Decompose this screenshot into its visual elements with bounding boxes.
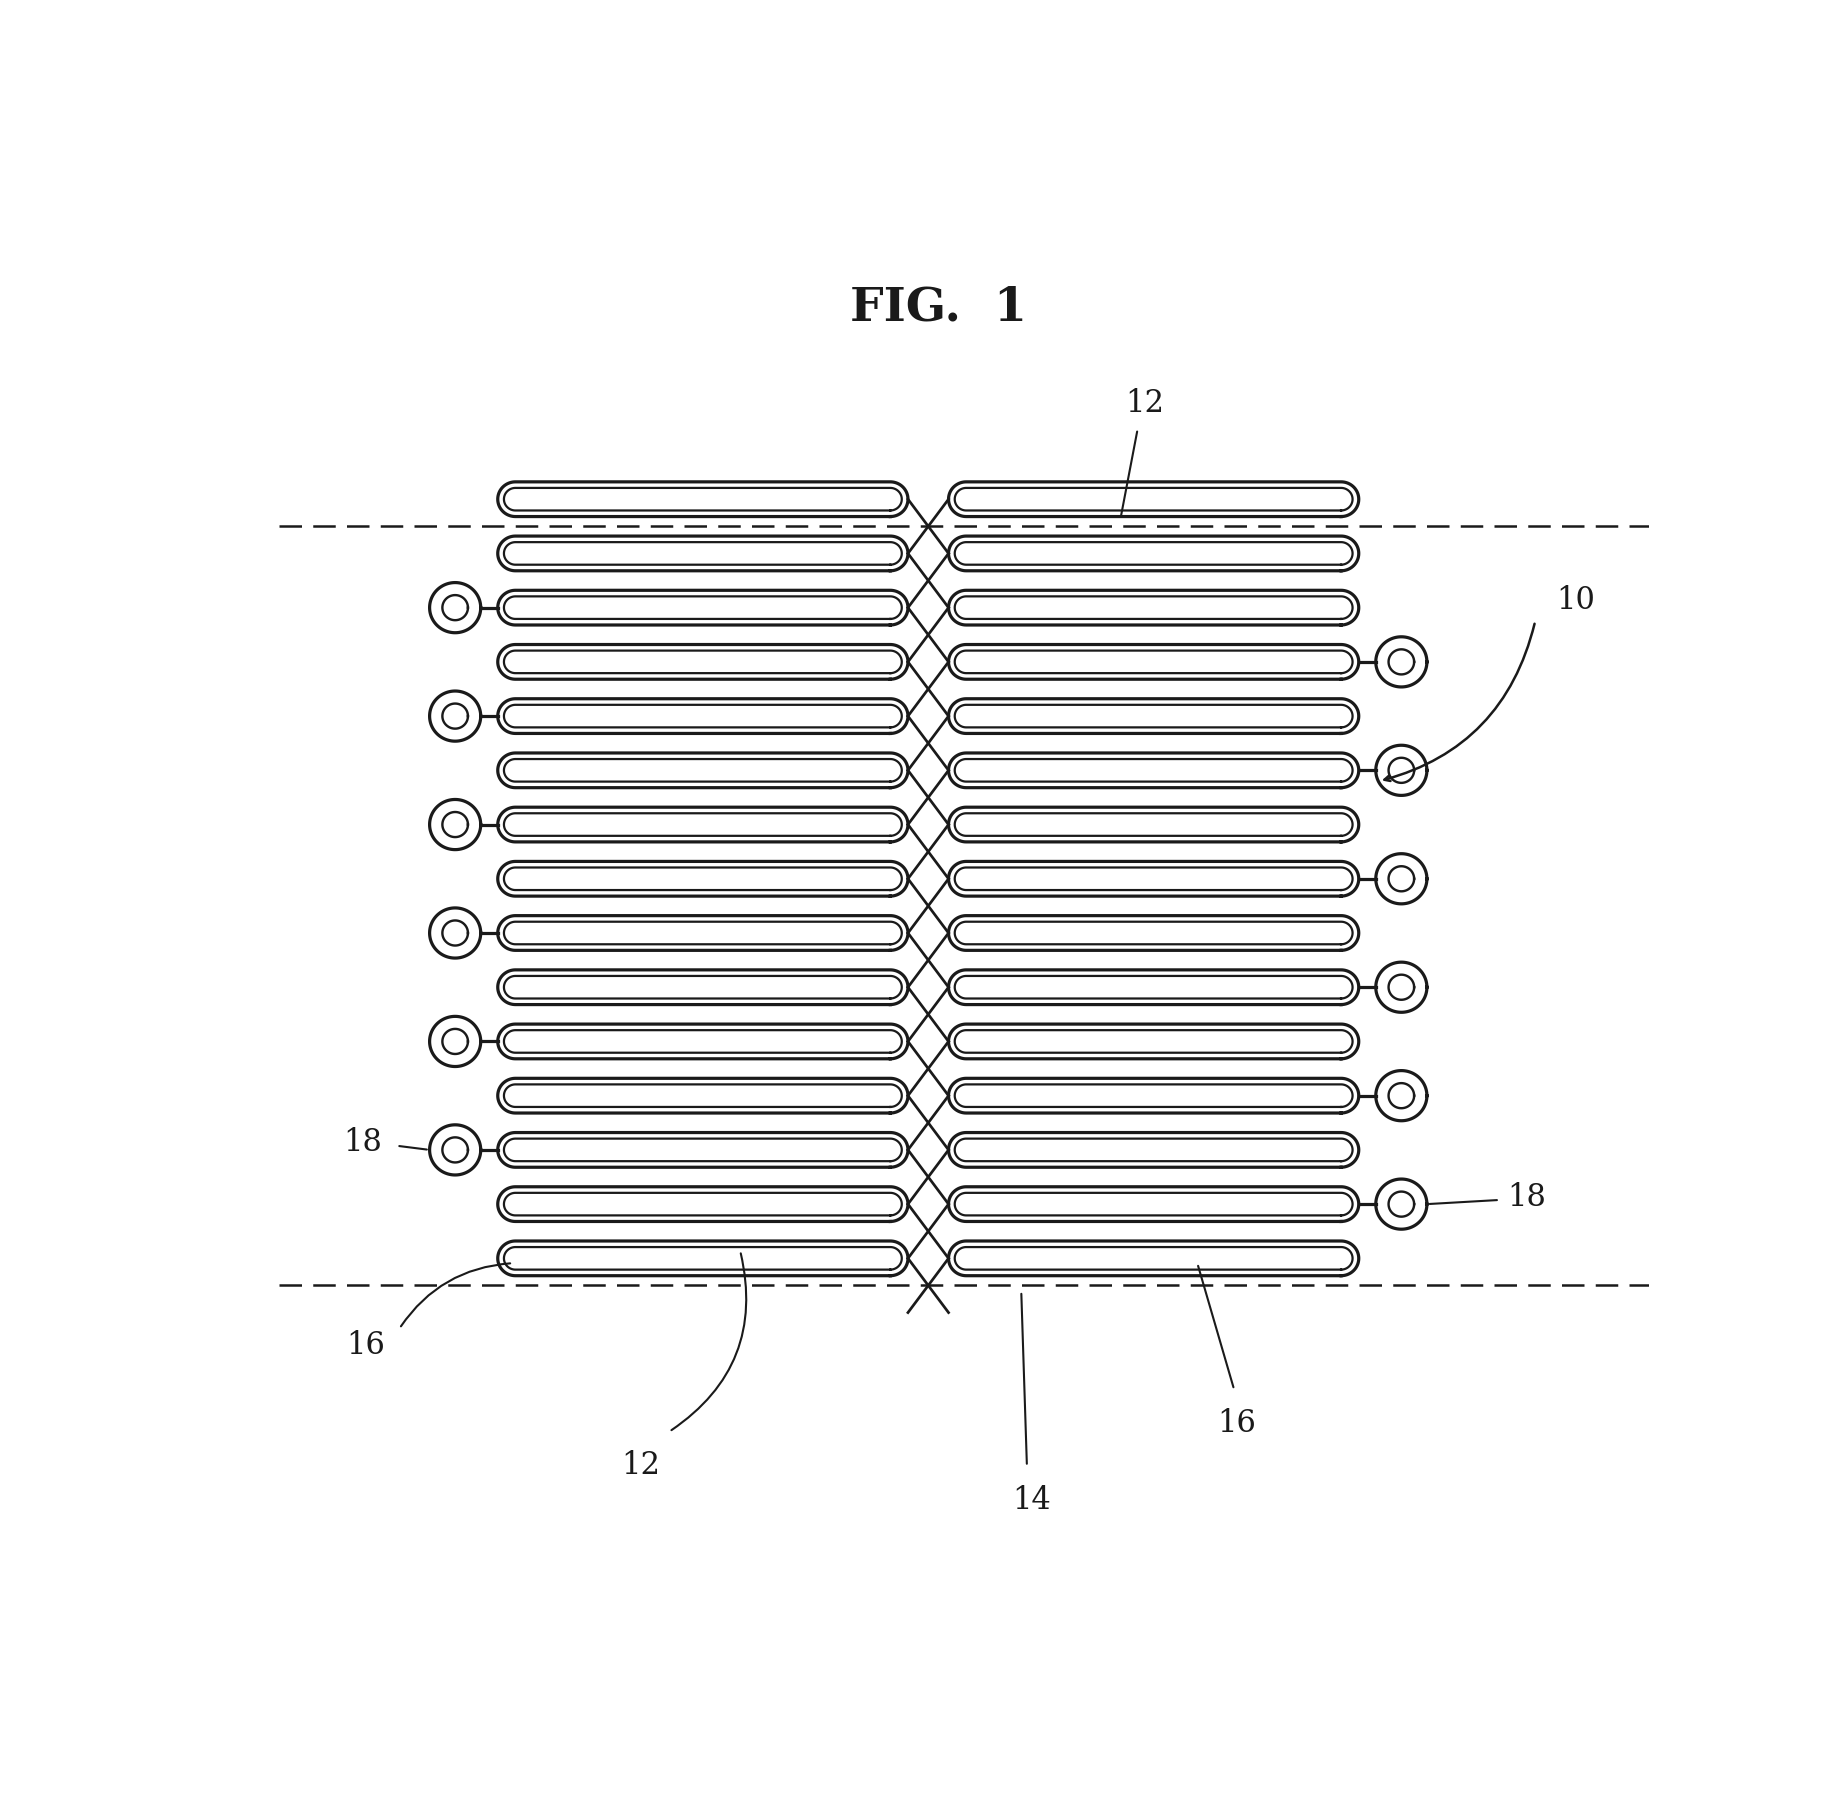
Text: FIG.  1: FIG. 1	[850, 284, 1028, 331]
Text: 18: 18	[1506, 1181, 1546, 1212]
Text: 12: 12	[1125, 389, 1165, 420]
Text: 16: 16	[1218, 1407, 1257, 1438]
Text: 10: 10	[1557, 584, 1596, 615]
Text: 12: 12	[621, 1449, 660, 1482]
Text: 18: 18	[343, 1127, 383, 1158]
Text: 16: 16	[346, 1330, 385, 1360]
Text: 14: 14	[1011, 1485, 1050, 1516]
